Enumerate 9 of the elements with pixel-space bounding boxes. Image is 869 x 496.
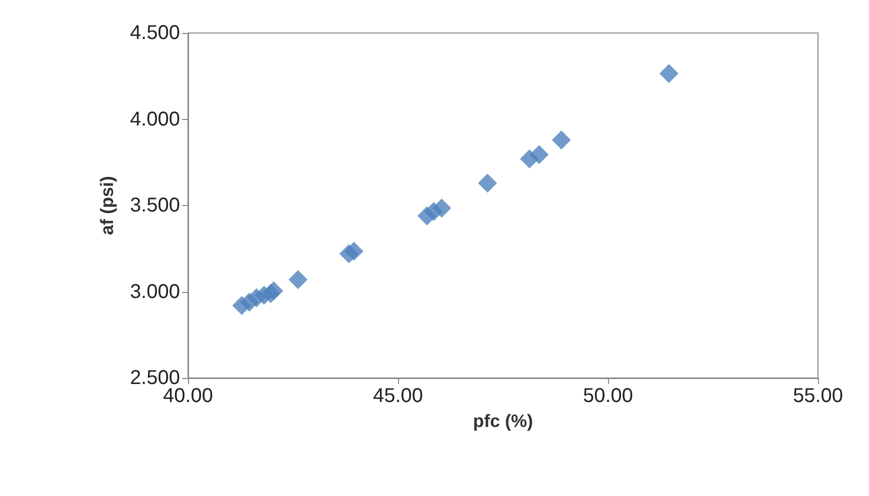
y-tick-label: 3.000 xyxy=(130,280,180,303)
x-tick-label: 45.00 xyxy=(372,385,424,407)
x-tick-label: 55.00 xyxy=(792,385,844,407)
y-tick-label: 3.500 xyxy=(130,194,180,216)
y-axis-title: af (psi) xyxy=(97,176,117,236)
y-tick-label: 4.500 xyxy=(130,22,180,44)
x-tick-label: 50.00 xyxy=(582,385,634,407)
y-tick-label: 4.000 xyxy=(130,108,180,130)
x-axis-title: pfc (%) xyxy=(473,411,533,431)
